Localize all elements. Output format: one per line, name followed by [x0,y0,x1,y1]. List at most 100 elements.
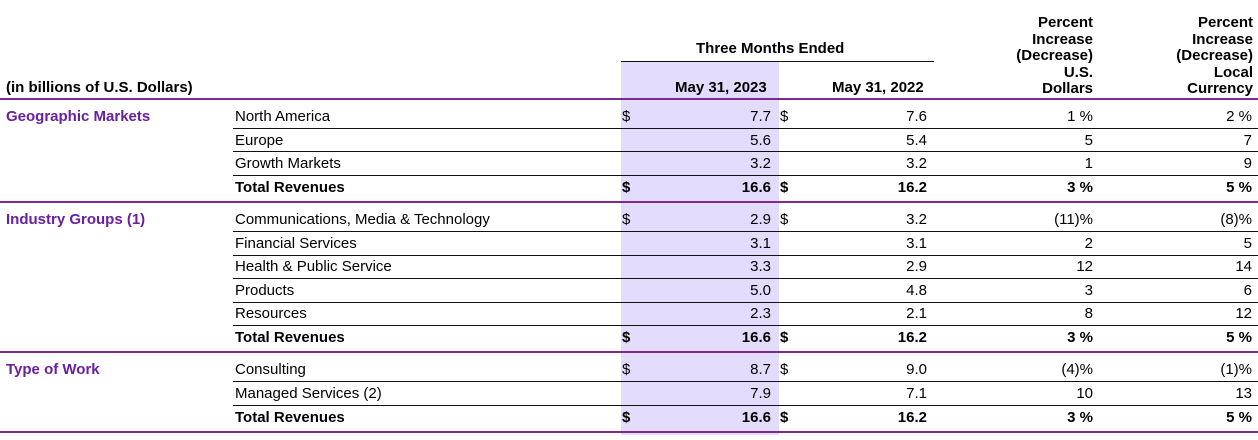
pct-usd-line: Percent [1037,14,1093,31]
value-2022: 3.1 [906,235,927,252]
table-row: Europe 5.6 5.4 5 7 [0,129,1258,152]
row-divider [233,151,1258,152]
pct-usd-value: 8 [1084,305,1093,322]
pct-local-line: Local [1213,63,1253,81]
pct-usd-value: 1 [1084,155,1093,172]
row-label: Total Revenues [235,179,345,196]
currency-symbol: $ [622,329,631,346]
value-2023: 2.3 [750,305,771,322]
pct-local-value: 9 [1243,155,1252,172]
table-row: Health & Public Service 3.3 2.9 12 14 [0,255,1258,278]
value-2023: 5.6 [750,132,771,149]
table-row: Type of Work Consulting $ 8.7 $ 9.0 (4)%… [0,358,1258,381]
pct-usd-value: (11)% [1054,211,1093,228]
row-label: Total Revenues [235,409,345,426]
row-label: Total Revenues [235,329,345,346]
value-2022: 7.1 [906,385,927,402]
row-label: Communications, Media & Technology [235,211,490,228]
pct-local-line: (Decrease) [1176,47,1253,64]
pct-usd-value: 3 % [1067,409,1093,426]
row-label: Products [235,282,295,299]
value-2023: 5.0 [750,282,771,299]
pct-usd-value: 12 [1076,258,1093,275]
value-2022: 2.9 [906,258,927,275]
row-divider [233,255,1258,256]
table-row: Industry Groups (1) Communications, Medi… [0,208,1258,231]
column-header-pct-local: Percent Increase (Decrease) Local Curren… [1133,14,1253,98]
column-header-pct-usd: Percent Increase (Decrease) U.S. Dollars [973,14,1093,98]
value-2022: 3.2 [906,211,927,228]
value-2023: 3.2 [750,155,771,172]
section-divider [0,201,1258,203]
value-2022: 16.2 [897,179,927,196]
currency-symbol: $ [622,211,631,228]
pct-local-value: 12 [1235,305,1252,322]
currency-symbol: $ [622,179,631,196]
pct-usd-value: 3 % [1067,179,1093,196]
currency-symbol: $ [780,108,789,125]
currency-symbol: $ [780,179,789,196]
highlighted-column-2023 [621,62,779,435]
row-divider [233,128,1258,129]
value-2022: 2.1 [906,305,927,322]
section-divider [0,351,1258,353]
header-underline [621,61,934,62]
value-2022: 7.6 [906,108,927,125]
pct-local-line: Increase [1192,30,1253,48]
value-2023: 3.3 [750,258,771,275]
header-divider [0,98,1258,100]
pct-local-value: 5 % [1226,409,1252,426]
value-2022: 9.0 [906,361,927,378]
row-label: Europe [235,132,284,149]
pct-usd-value: (4)% [1061,361,1093,378]
pct-usd-value: 1 % [1067,108,1093,125]
value-2023: 8.7 [750,361,771,378]
row-divider [233,302,1258,303]
pct-local-value: 13 [1235,385,1252,402]
pct-local-value: (8)% [1220,211,1252,228]
currency-symbol: $ [622,361,631,378]
column-header-2022: May 31, 2022 [832,79,924,96]
row-label: Growth Markets [235,155,341,172]
total-row: Total Revenues $ 16.6 $ 16.2 3 % 5 % [0,176,1258,199]
value-2023: 16.6 [741,409,771,426]
pct-local-line: Currency [1187,80,1253,97]
section-title: Geographic Markets [6,108,151,125]
table-row: Financial Services 3.1 3.1 2 5 [0,232,1258,255]
value-2023: 7.9 [750,385,771,402]
table-row: Geographic Markets North America $ 7.7 $… [0,105,1258,128]
pct-local-value: 5 [1243,235,1252,252]
value-2023: 7.7 [750,108,771,125]
currency-symbol: $ [622,409,631,426]
section-title: Type of Work [6,361,100,378]
pct-usd-value: 3 [1084,282,1093,299]
table-row: Products 5.0 4.8 3 6 [0,279,1258,302]
value-2022: 4.8 [906,282,927,299]
row-divider [233,231,1258,232]
pct-usd-line: (Decrease) [1016,47,1093,64]
pct-usd-line: Dollars [1042,80,1093,97]
total-row: Total Revenues $ 16.6 $ 16.2 3 % 5 % [0,326,1258,349]
row-divider [233,175,1258,176]
value-2022: 5.4 [906,132,927,149]
currency-symbol: $ [780,361,789,378]
row-divider [233,325,1258,326]
pct-local-line: Percent [1197,14,1253,31]
pct-local-value: 5 % [1226,329,1252,346]
pct-usd-value: 3 % [1067,329,1093,346]
pct-usd-line: Increase [1032,30,1093,48]
row-label: North America [235,108,331,125]
pct-usd-value: 10 [1076,385,1093,402]
pct-local-value: 6 [1243,282,1252,299]
value-2023: 16.6 [741,179,771,196]
units-label: (in billions of U.S. Dollars) [6,79,193,96]
pct-usd-value: 2 [1084,235,1093,252]
table-bottom-divider [0,431,1258,433]
row-divider [233,381,1258,382]
currency-symbol: $ [622,108,631,125]
pct-usd-value: 5 [1084,132,1093,149]
value-2023: 2.9 [750,211,771,228]
table-row: Resources 2.3 2.1 8 12 [0,302,1258,325]
column-header-2023: May 31, 2023 [675,79,767,96]
row-divider [233,278,1258,279]
